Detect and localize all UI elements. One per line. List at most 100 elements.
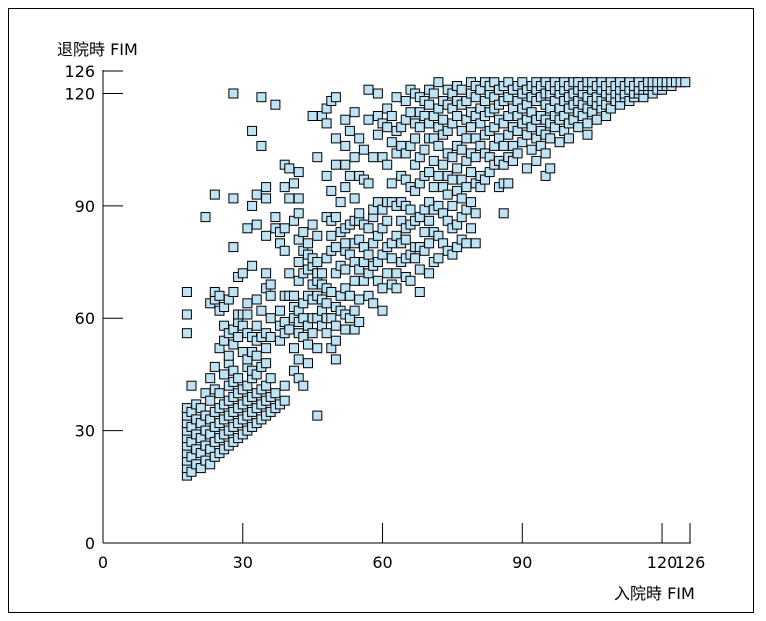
- data-point: [456, 144, 467, 155]
- data-point: [312, 257, 323, 267]
- data-point: [321, 170, 332, 181]
- data-point: [326, 185, 337, 196]
- data-point: [289, 343, 299, 354]
- data-point: [242, 309, 253, 320]
- data-point: [498, 140, 509, 151]
- data-point: [205, 373, 216, 384]
- data-point: [261, 182, 272, 193]
- data-point: [265, 332, 276, 342]
- data-point: [293, 208, 304, 219]
- data-point: [354, 208, 365, 219]
- data-point: [340, 264, 351, 275]
- data-point: [466, 122, 476, 133]
- data-point: [340, 159, 351, 170]
- data-point: [261, 358, 272, 369]
- data-point: [424, 215, 435, 226]
- data-point: [531, 155, 542, 166]
- data-point: [265, 373, 276, 384]
- data-point: [582, 118, 593, 129]
- data-point: [181, 328, 192, 339]
- data-point: [247, 125, 258, 136]
- data-point: [279, 223, 290, 234]
- data-point: [279, 182, 290, 193]
- data-point: [400, 96, 411, 106]
- data-point: [526, 144, 537, 155]
- data-point: [298, 380, 309, 391]
- data-point: [442, 189, 453, 200]
- data-point: [265, 279, 276, 290]
- data-point: [382, 122, 393, 133]
- data-point: [372, 129, 383, 140]
- x-tick-label: 60: [372, 553, 392, 572]
- data-point: [251, 350, 262, 361]
- data-point: [405, 275, 416, 286]
- data-point: [340, 140, 351, 151]
- data-point: [386, 253, 397, 264]
- data-point: [433, 170, 444, 181]
- data-point: [512, 148, 523, 159]
- data-point: [461, 182, 472, 193]
- data-point: [279, 245, 290, 256]
- data-point: [340, 114, 351, 125]
- data-point: [219, 369, 230, 380]
- data-point: [456, 193, 467, 204]
- data-point: [354, 317, 365, 327]
- data-point: [424, 167, 435, 178]
- data-point: [228, 193, 239, 204]
- data-point: [303, 358, 313, 369]
- data-point: [270, 99, 281, 110]
- y-tick-label: 0: [85, 534, 95, 553]
- data-point: [303, 339, 313, 350]
- data-point: [428, 155, 439, 166]
- x-tick-label: 120: [647, 553, 678, 572]
- data-point: [452, 163, 463, 174]
- data-point: [326, 287, 337, 297]
- data-point: [251, 189, 262, 200]
- data-point: [372, 88, 383, 99]
- data-point: [261, 343, 272, 354]
- data-point: [405, 204, 416, 215]
- y-tick-label: 30: [75, 422, 95, 441]
- data-point: [680, 77, 691, 88]
- data-point: [293, 193, 304, 204]
- data-point: [312, 410, 323, 421]
- data-point: [312, 152, 323, 163]
- data-point: [330, 335, 341, 346]
- data-point: [228, 287, 239, 297]
- data-point: [242, 298, 253, 309]
- y-tick-label: 126: [64, 62, 95, 81]
- data-point: [209, 361, 220, 372]
- data-point: [275, 305, 285, 316]
- data-point: [247, 200, 258, 211]
- data-point: [261, 230, 272, 241]
- data-point: [438, 114, 449, 125]
- data-point: [349, 275, 360, 286]
- data-point: [368, 298, 379, 309]
- data-point: [349, 193, 360, 204]
- data-point: [228, 242, 239, 253]
- data-point: [521, 163, 532, 174]
- data-point: [330, 133, 341, 144]
- data-point: [540, 148, 551, 159]
- y-tick-label: 60: [75, 309, 95, 328]
- data-point: [330, 212, 341, 223]
- data-point: [214, 388, 225, 399]
- data-point: [503, 178, 514, 189]
- data-point: [200, 212, 211, 223]
- data-point: [363, 178, 374, 189]
- data-point: [181, 309, 192, 320]
- y-tick-label: 120: [64, 84, 95, 103]
- data-point: [466, 223, 476, 234]
- data-point: [330, 354, 341, 365]
- data-point: [293, 167, 304, 178]
- data-point: [335, 197, 346, 208]
- x-tick-label: 126: [675, 553, 706, 572]
- data-point: [270, 388, 281, 399]
- x-tick-label: 30: [233, 553, 253, 572]
- data-point: [303, 238, 313, 249]
- data-point: [363, 84, 374, 95]
- data-point: [386, 178, 397, 189]
- data-point: [461, 238, 472, 249]
